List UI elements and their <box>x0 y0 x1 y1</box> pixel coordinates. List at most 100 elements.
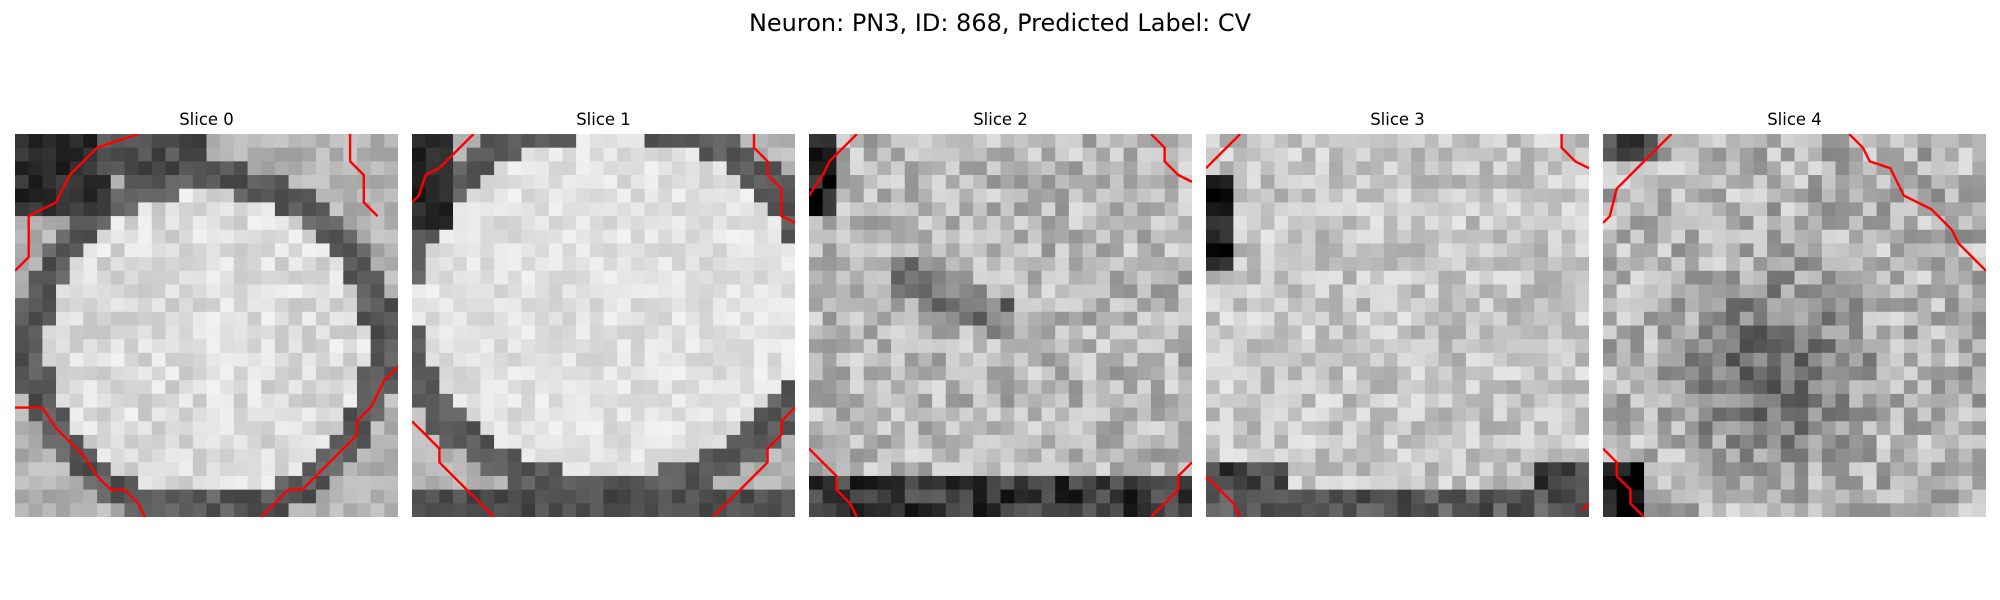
image-pixel <box>1260 202 1275 217</box>
image-pixel <box>1890 229 1905 244</box>
image-pixel <box>1411 311 1426 326</box>
image-pixel <box>315 489 331 504</box>
image-pixel <box>124 257 139 272</box>
image-pixel <box>1150 489 1166 504</box>
image-pixel <box>863 243 878 258</box>
image-pixel <box>1356 229 1371 244</box>
image-pixel <box>1698 311 1713 326</box>
image-pixel <box>1849 202 1864 217</box>
image-pixel <box>412 434 427 450</box>
image-pixel <box>959 489 974 504</box>
image-pixel <box>986 489 1001 504</box>
image-pixel <box>1493 489 1508 504</box>
image-pixel <box>247 325 262 340</box>
image-pixel <box>1794 161 1809 176</box>
image-pixel <box>1356 202 1371 217</box>
image-pixel <box>220 421 235 436</box>
image-pixel <box>1219 475 1234 491</box>
image-pixel <box>124 298 139 313</box>
image-pixel <box>110 339 125 354</box>
image-pixel <box>767 270 782 285</box>
image-pixel <box>1506 229 1522 244</box>
image-pixel <box>1726 339 1741 354</box>
image-pixel <box>1726 366 1741 381</box>
image-pixel <box>1329 393 1344 408</box>
image-pixel <box>1247 175 1262 190</box>
image-pixel <box>726 134 741 149</box>
image-pixel <box>1849 434 1864 450</box>
image-pixel <box>1726 325 1741 340</box>
image-pixel <box>1903 503 1919 517</box>
image-pixel <box>1794 284 1809 299</box>
image-pixel <box>1520 175 1535 190</box>
image-pixel <box>370 434 385 450</box>
image-pixel <box>1356 175 1371 190</box>
image-pixel <box>220 216 235 231</box>
image-pixel <box>863 188 878 203</box>
image-pixel <box>1534 448 1549 463</box>
image-pixel <box>1027 257 1042 272</box>
image-pixel <box>1794 325 1809 340</box>
image-pixel <box>453 448 468 463</box>
image-pixel <box>1547 147 1563 162</box>
image-pixel <box>1958 489 1973 504</box>
image-pixel <box>138 147 153 162</box>
image-pixel <box>247 489 262 504</box>
image-pixel <box>1096 325 1111 340</box>
image-pixel <box>1397 202 1412 217</box>
image-pixel <box>1849 325 1864 340</box>
image-pixel <box>836 475 851 491</box>
image-pixel <box>699 188 714 203</box>
image-pixel <box>1329 188 1344 203</box>
image-pixel <box>535 393 550 408</box>
image-pixel <box>1164 407 1179 422</box>
image-pixel <box>1178 202 1192 217</box>
image-pixel <box>1575 380 1589 395</box>
image-pixel <box>1958 434 1973 450</box>
image-pixel <box>822 298 837 313</box>
image-pixel <box>192 366 207 381</box>
image-pixel <box>15 325 30 340</box>
image-pixel <box>425 503 440 517</box>
image-pixel <box>1698 175 1713 190</box>
image-pixel <box>453 339 468 354</box>
image-pixel <box>1041 298 1056 313</box>
image-pixel <box>247 134 262 149</box>
image-pixel <box>685 407 700 422</box>
image-pixel <box>83 339 98 354</box>
image-pixel <box>753 393 769 408</box>
image-pixel <box>1808 147 1823 162</box>
image-pixel <box>740 229 755 244</box>
image-pixel <box>767 147 782 162</box>
image-pixel <box>671 311 686 326</box>
image-pixel <box>1767 284 1782 299</box>
image-pixel <box>1712 352 1727 367</box>
image-pixel <box>288 339 303 354</box>
image-pixel <box>809 503 824 517</box>
image-pixel <box>97 147 112 162</box>
image-pixel <box>151 216 166 231</box>
image-pixel <box>1164 352 1179 367</box>
image-pixel <box>138 366 153 381</box>
image-pixel <box>507 202 522 217</box>
image-pixel <box>466 229 481 244</box>
image-pixel <box>685 325 700 340</box>
slice-panel-2: Slice 2 <box>809 108 1192 518</box>
image-pixel <box>192 202 207 217</box>
image-pixel <box>480 243 495 258</box>
image-pixel <box>1465 407 1480 422</box>
image-pixel <box>179 489 194 504</box>
image-pixel <box>15 175 30 190</box>
image-pixel <box>781 147 795 162</box>
image-pixel <box>1137 434 1152 450</box>
image-pixel <box>124 270 139 285</box>
image-pixel <box>562 216 577 231</box>
image-pixel <box>1288 325 1303 340</box>
image-pixel <box>1041 243 1056 258</box>
image-pixel <box>1397 366 1412 381</box>
image-pixel <box>809 393 824 408</box>
image-pixel <box>1329 134 1344 149</box>
image-pixel <box>1616 421 1631 436</box>
image-pixel <box>1260 380 1275 395</box>
image-pixel <box>1794 243 1809 258</box>
